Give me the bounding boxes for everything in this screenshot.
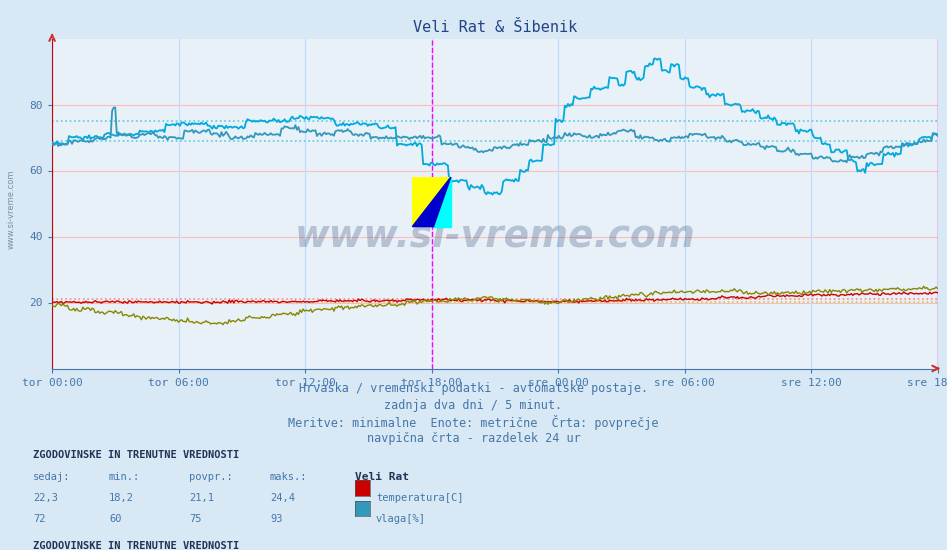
- Text: 75: 75: [189, 514, 202, 524]
- Text: 72: 72: [33, 514, 45, 524]
- Title: Veli Rat & Šibenik: Veli Rat & Šibenik: [413, 20, 577, 35]
- Text: navpična črta - razdelek 24 ur: navpična črta - razdelek 24 ur: [366, 432, 581, 445]
- Text: Veli Rat: Veli Rat: [355, 472, 409, 482]
- Bar: [412, 177, 451, 227]
- Text: temperatura[C]: temperatura[C]: [376, 493, 463, 503]
- Text: maks.:: maks.:: [270, 472, 308, 482]
- Polygon shape: [412, 177, 451, 227]
- Text: www.si-vreme.com: www.si-vreme.com: [295, 218, 695, 255]
- Text: ZGODOVINSKE IN TRENUTNE VREDNOSTI: ZGODOVINSKE IN TRENUTNE VREDNOSTI: [33, 541, 240, 550]
- Text: 21,1: 21,1: [189, 493, 214, 503]
- Text: ZGODOVINSKE IN TRENUTNE VREDNOSTI: ZGODOVINSKE IN TRENUTNE VREDNOSTI: [33, 450, 240, 460]
- Text: 24,4: 24,4: [270, 493, 295, 503]
- Text: min.:: min.:: [109, 472, 140, 482]
- Text: Hrvaška / vremenski podatki - avtomatske postaje.: Hrvaška / vremenski podatki - avtomatske…: [299, 382, 648, 395]
- Polygon shape: [434, 177, 451, 227]
- Text: povpr.:: povpr.:: [189, 472, 233, 482]
- Text: sedaj:: sedaj:: [33, 472, 71, 482]
- Text: Meritve: minimalne  Enote: metrične  Črta: povprečje: Meritve: minimalne Enote: metrične Črta:…: [288, 415, 659, 430]
- Text: 93: 93: [270, 514, 282, 524]
- Text: www.si-vreme.com: www.si-vreme.com: [7, 169, 16, 249]
- Text: 60: 60: [109, 514, 121, 524]
- Text: vlaga[%]: vlaga[%]: [376, 514, 426, 524]
- Text: zadnja dva dni / 5 minut.: zadnja dva dni / 5 minut.: [384, 399, 563, 412]
- Text: 18,2: 18,2: [109, 493, 134, 503]
- Text: 22,3: 22,3: [33, 493, 58, 503]
